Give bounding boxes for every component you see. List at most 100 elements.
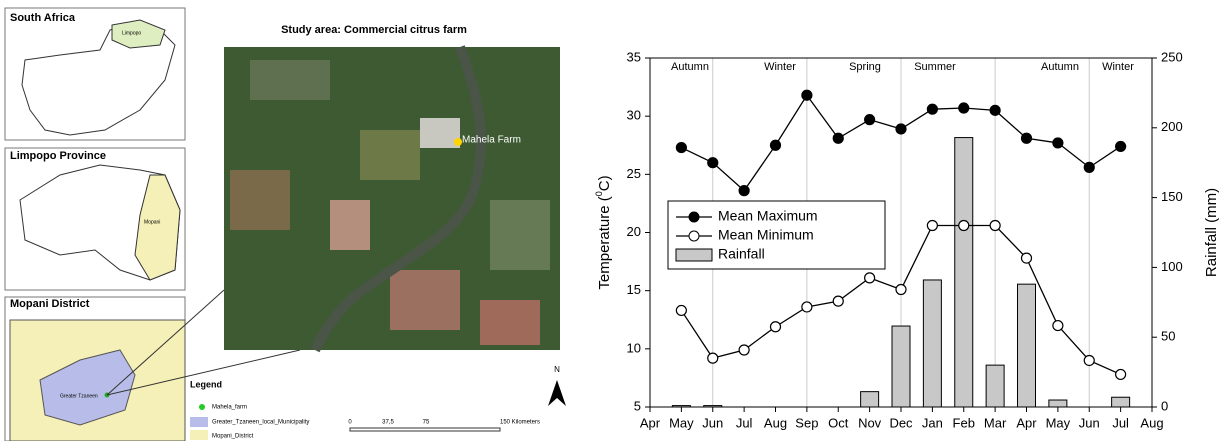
figure: South Africa Limpopo Limpopo Province Mo… [0,0,1228,441]
y-tick-label: 20 [627,224,641,239]
field [390,270,460,330]
x-tick-label: Mar [984,415,1007,430]
inset-label: Greater Tzaneen [60,393,98,399]
series-point [771,140,781,150]
farm-label: Mahela Farm [462,135,521,146]
series-point [802,90,812,100]
season-label: Autumn [1041,61,1079,73]
series-point [708,158,718,168]
y2-tick-label: 50 [1161,329,1175,344]
panel-title: South Africa [10,12,76,24]
x-tick-label: Jun [702,415,723,430]
y2-tick-label: 250 [1161,49,1183,64]
season-label: Summer [914,61,956,73]
series-point [1022,133,1032,143]
series-point [990,221,1000,231]
series-point [771,322,781,332]
rain-bar [1018,284,1036,407]
field [490,200,550,270]
north-label: N [554,365,560,374]
season-label: Winter [764,61,796,73]
y-tick-label: 10 [627,340,641,355]
y-tick-label: 15 [627,282,641,297]
field [360,130,420,180]
rain-bar [923,280,941,407]
rain-bar [1049,400,1067,407]
y-tick-label: 25 [627,166,641,181]
series-point [896,124,906,134]
y2-tick-label: 0 [1161,398,1168,413]
legend-label: Mean Maximum [718,208,818,224]
field [330,200,370,250]
series-point [959,103,969,113]
series-point [865,273,875,283]
season-label: Spring [849,61,881,73]
y2-tick-label: 100 [1161,259,1183,274]
y-tick-label: 30 [627,108,641,123]
x-tick-label: Nov [858,415,882,430]
series-point [959,221,969,231]
rain-bar [1112,397,1130,407]
legend-swatch [190,417,208,427]
legend-title: Legend [190,379,222,389]
y2-tick-label: 200 [1161,119,1183,134]
x-tick-label: Jul [736,415,753,430]
x-tick-label: Oct [828,415,849,430]
series-point [676,305,686,315]
field [480,300,540,345]
season-label: Autumn [671,61,709,73]
x-tick-label: May [1046,415,1071,430]
x-tick-label: Apr [1016,415,1037,430]
series-point [833,133,843,143]
satellite-image: Study area: Commercial citrus farm Mahel… [224,24,560,350]
x-tick-label: Sep [795,415,818,430]
legend-swatch [199,404,205,410]
series-point [802,302,812,312]
x-tick-label: Feb [953,415,975,430]
inset-label: Limpopo [122,30,141,36]
farm-marker [454,138,462,146]
x-tick-label: Jun [1079,415,1100,430]
scale-label: 0 [348,420,352,426]
rain-bar [861,392,879,407]
y-axis-label: Temperature (0C) [594,175,613,289]
y-axis-label-part: Temperature ( [596,196,613,289]
legend-swatch-point [689,231,699,241]
panel-title: Mopani District [10,298,90,310]
scale-label: 37,5 [382,420,394,426]
north-arrow [548,380,566,406]
series-point [1084,162,1094,172]
y2-tick-label: 150 [1161,189,1183,204]
series-point [865,115,875,125]
x-tick-label: Jul [1112,415,1129,430]
legend-item: Mopani_District [212,434,254,440]
x-tick-label: Aug [1140,415,1163,430]
rain-bar [986,365,1004,407]
series-point [1084,355,1094,365]
y-tick-label: 35 [627,49,641,64]
series-point [1053,321,1063,331]
series-point [1116,369,1126,379]
rain-bar [892,326,910,407]
series-point [739,186,749,196]
study-title: Study area: Commercial citrus farm [281,24,467,36]
scale-label: 150 Kilometers [500,420,540,426]
legend-label: Mean Minimum [718,227,814,243]
series-point [833,296,843,306]
legend-swatch [676,249,712,261]
series-point [927,104,937,114]
legend-label: Rainfall [718,246,765,262]
x-tick-label: Jan [922,415,943,430]
map-legend: Legend Mahela_farm Greater_Tzaneen_local… [190,365,566,440]
buildings [420,118,460,148]
y-tick-label: 5 [634,398,641,413]
series-point [927,221,937,231]
field [250,60,330,100]
x-tick-label: Dec [889,415,913,430]
field [230,170,290,230]
inset-label: Mopani [144,219,160,225]
series-point [1022,253,1032,263]
legend-item: Greater_Tzaneen_local_Municipality [212,420,309,426]
y-axis-label-part: C) [596,175,613,191]
